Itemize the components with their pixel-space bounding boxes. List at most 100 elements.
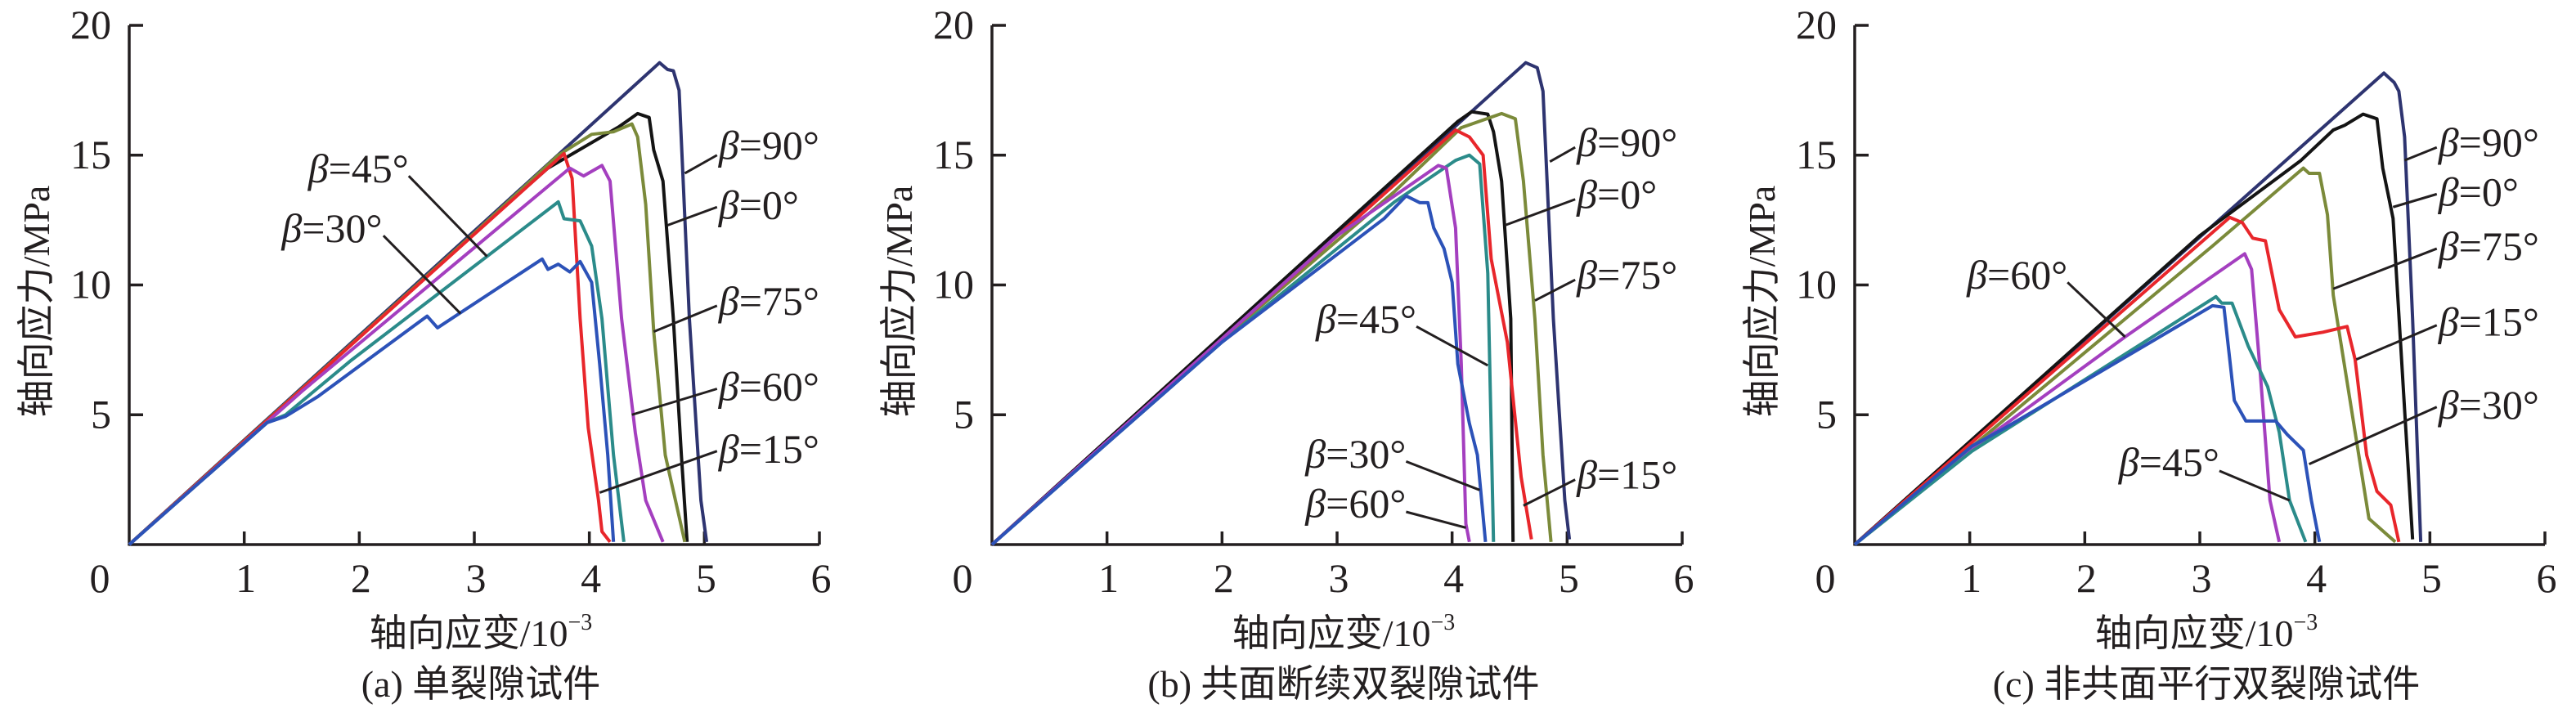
- label-value: =75°: [1597, 253, 1677, 298]
- label-value: =60°: [739, 364, 819, 410]
- y-axis-label: 轴向应力/MPa: [1741, 186, 1783, 418]
- series-label: β=30°: [2438, 382, 2539, 428]
- label-leader-line: [666, 205, 718, 226]
- panel-b: 0 1 2 3 4 5 6 5 10 15 20 轴向应变/10−3 轴向应力/MPa (b) 共面断续双…: [878, 2, 1694, 705]
- label-leader-line: [2403, 146, 2438, 162]
- beta-symbol: β: [307, 146, 329, 191]
- beta-symbol: β: [718, 182, 739, 228]
- series-line: [990, 164, 1471, 546]
- label-leader-line: [653, 304, 718, 334]
- series-line: [1853, 71, 2423, 546]
- series-line: [1853, 252, 2282, 546]
- label-value: =60°: [1326, 481, 1406, 527]
- label-value: =30°: [2459, 382, 2539, 428]
- label-value: =30°: [1326, 432, 1406, 478]
- label-value: =90°: [739, 123, 819, 168]
- label-leader-line: [1549, 146, 1576, 163]
- label-leader-line: [382, 235, 462, 315]
- label-leader-line: [2219, 469, 2291, 502]
- label-leader-line: [1534, 278, 1576, 302]
- beta-symbol: β: [1304, 432, 1326, 478]
- series-label: β=45°: [307, 146, 409, 191]
- beta-symbol: β: [1304, 481, 1326, 527]
- x-tick-label: 3: [1329, 555, 1349, 601]
- x-tick-label: 4: [581, 555, 601, 601]
- series-line: [990, 111, 1553, 546]
- label-value: =60°: [1987, 253, 2067, 298]
- x-tick-label: 1: [1961, 555, 1981, 601]
- beta-symbol: β: [2438, 299, 2459, 345]
- x-tick-label: 0: [1815, 555, 1836, 601]
- x-tick-label: 1: [1098, 555, 1119, 601]
- x-tick-label: 0: [90, 555, 110, 601]
- series-line: [990, 153, 1496, 546]
- beta-symbol: β: [1576, 452, 1597, 498]
- x-tick-label: 0: [953, 555, 973, 601]
- x-tick-label: 2: [1214, 555, 1234, 601]
- label-leader-line: [684, 154, 718, 175]
- x-axis-label-exponent: −3: [568, 610, 592, 635]
- x-tick-label: 3: [2192, 555, 2212, 601]
- series-label: β=0°: [2438, 169, 2519, 215]
- label-value: =45°: [329, 146, 409, 191]
- x-axis-label-exponent: −3: [1430, 610, 1455, 635]
- beta-symbol: β: [1576, 172, 1597, 217]
- y-axis-label: 轴向应力/MPa: [878, 186, 920, 418]
- x-axis-label-text: 轴向应变/10: [370, 612, 568, 654]
- panel-caption: (b) 共面断续双裂隙试件: [1147, 663, 1539, 705]
- series-line: [1853, 112, 2415, 546]
- panel-caption: (a) 单裂隙试件: [361, 663, 601, 705]
- label-value: =75°: [739, 278, 819, 324]
- label-leader-line: [2355, 324, 2438, 361]
- y-tick-label: 20: [1796, 2, 1837, 47]
- series-label: β=75°: [718, 278, 819, 324]
- series-line: [990, 110, 1515, 546]
- label-value: =0°: [1597, 172, 1657, 217]
- series-line: [128, 257, 616, 546]
- series-label: β=0°: [1576, 172, 1657, 217]
- series-label: β=60°: [718, 364, 819, 410]
- y-tick-label: 10: [933, 262, 974, 307]
- series-label: β=15°: [1576, 452, 1677, 498]
- series-label: β=90°: [718, 123, 819, 168]
- x-axis-label-text: 轴向应变/10: [2095, 612, 2294, 654]
- series-line: [128, 200, 626, 546]
- panel-caption: (c) 非共面平行双裂隙试件: [1993, 663, 2421, 705]
- x-tick-label: 5: [696, 555, 716, 601]
- series-line: [1853, 303, 2322, 546]
- series-label: β=0°: [718, 182, 799, 228]
- label-leader-line: [2332, 247, 2438, 290]
- series-label: β=15°: [2438, 299, 2539, 345]
- series-label: β=75°: [2438, 224, 2539, 270]
- x-axis-label-exponent: −3: [2293, 610, 2318, 635]
- label-value: =0°: [739, 182, 799, 228]
- label-value: =0°: [2459, 169, 2519, 215]
- y-tick-label: 20: [933, 2, 974, 47]
- y-tick-label: 20: [70, 2, 111, 47]
- label-leader-line: [2067, 281, 2126, 339]
- y-tick-label: 15: [933, 132, 974, 177]
- beta-symbol: β: [2118, 439, 2139, 485]
- beta-symbol: β: [1315, 297, 1336, 343]
- series-label: β=90°: [2438, 120, 2539, 166]
- label-leader-line: [1406, 510, 1466, 529]
- label-value: =15°: [739, 426, 819, 472]
- x-axis-label: 轴向应变/10−3: [370, 610, 593, 654]
- y-axis-label: 轴向应力/MPa: [16, 186, 57, 418]
- beta-symbol: β: [1576, 120, 1597, 166]
- series-line: [128, 122, 687, 546]
- y-tick-label: 15: [1796, 132, 1837, 177]
- label-leader-line: [2309, 406, 2438, 465]
- x-tick-label: 4: [2306, 555, 2327, 601]
- series-label: β=60°: [1304, 481, 1406, 527]
- y-tick-label: 5: [91, 391, 111, 437]
- label-leader-line: [1523, 478, 1576, 507]
- series-line: [128, 151, 612, 546]
- label-leader-line: [1504, 198, 1576, 226]
- label-value: =90°: [1597, 120, 1677, 166]
- series-line: [1853, 294, 2308, 546]
- panel-a: 0 1 2 3 4 5 6 5 10 15 20 轴向应变/10−3 轴向应力/MPa (a) 单裂隙试件…: [16, 2, 832, 705]
- x-tick-label: 6: [2537, 555, 2557, 601]
